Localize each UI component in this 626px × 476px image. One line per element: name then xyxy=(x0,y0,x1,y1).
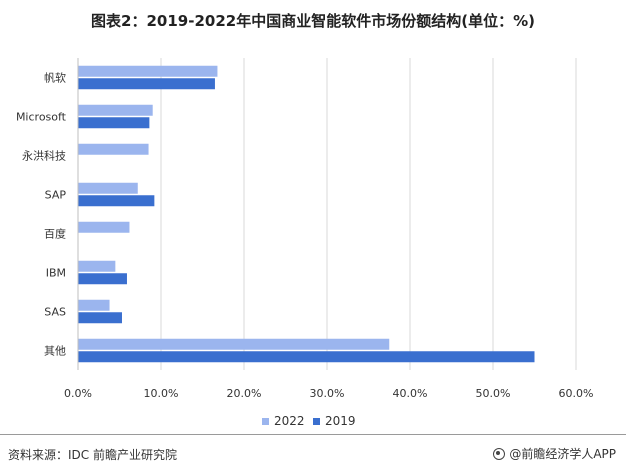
bar-2022 xyxy=(78,143,149,155)
x-tick-label: 60.0% xyxy=(559,387,594,400)
bar-2022 xyxy=(78,104,153,116)
x-tick-label: 0.0% xyxy=(64,387,92,400)
grid-lines xyxy=(77,58,577,370)
bars xyxy=(78,65,535,363)
bar-2019 xyxy=(78,351,535,363)
category-labels: 帆软 Microsoft 永洪科技 SAP 百度 IBM SAS 其他 xyxy=(16,71,67,358)
chart-title: 图表2：2019-2022年中国商业智能软件市场份额结构(单位：%) xyxy=(91,12,535,30)
bar-2022 xyxy=(78,299,110,311)
bar-2019 xyxy=(78,117,150,129)
category-label: 其他 xyxy=(44,345,66,358)
category-label: Microsoft xyxy=(16,111,67,124)
bar-chart: 帆软 Microsoft 永洪科技 SAP 百度 IBM SAS 其他 0.0% 10.0% 20… xyxy=(16,58,593,428)
legend-label-2019: 2019 xyxy=(325,414,356,428)
legend-label-2022: 2022 xyxy=(274,414,305,428)
bar-2022 xyxy=(78,65,218,77)
legend-swatch-2022 xyxy=(262,418,269,425)
x-tick-labels: 0.0% 10.0% 20.0% 30.0% 40.0% 50.0% 60.0% xyxy=(64,387,593,400)
x-tick-label: 30.0% xyxy=(310,387,345,400)
bar-2019 xyxy=(78,195,155,207)
source-note: 资料来源：IDC 前瞻产业研究院 xyxy=(8,448,177,462)
x-tick-label: 50.0% xyxy=(476,387,511,400)
bar-2022 xyxy=(78,182,138,194)
category-label: IBM xyxy=(46,267,66,280)
bar-2019 xyxy=(78,273,127,285)
category-label: 百度 xyxy=(44,227,66,241)
legend: 2022 2019 xyxy=(262,414,356,428)
brand-credit: @前瞻经济学人APP xyxy=(493,445,616,462)
x-tick-label: 20.0% xyxy=(227,387,262,400)
brand-text: @前瞻经济学人APP xyxy=(509,447,616,461)
category-label: 永洪科技 xyxy=(22,149,66,163)
category-label: 帆软 xyxy=(44,71,66,85)
bar-2019 xyxy=(78,312,122,324)
category-label: SAS xyxy=(44,306,66,319)
category-label: SAP xyxy=(45,189,67,202)
x-tick-label: 10.0% xyxy=(144,387,179,400)
bar-2022 xyxy=(78,221,130,233)
legend-swatch-2019 xyxy=(313,418,320,425)
footer-divider xyxy=(0,434,626,435)
bar-2022 xyxy=(78,260,116,272)
x-tick-label: 40.0% xyxy=(393,387,428,400)
bar-2022 xyxy=(78,338,390,350)
bar-2019 xyxy=(78,78,215,90)
brand-logo-icon xyxy=(493,447,506,460)
